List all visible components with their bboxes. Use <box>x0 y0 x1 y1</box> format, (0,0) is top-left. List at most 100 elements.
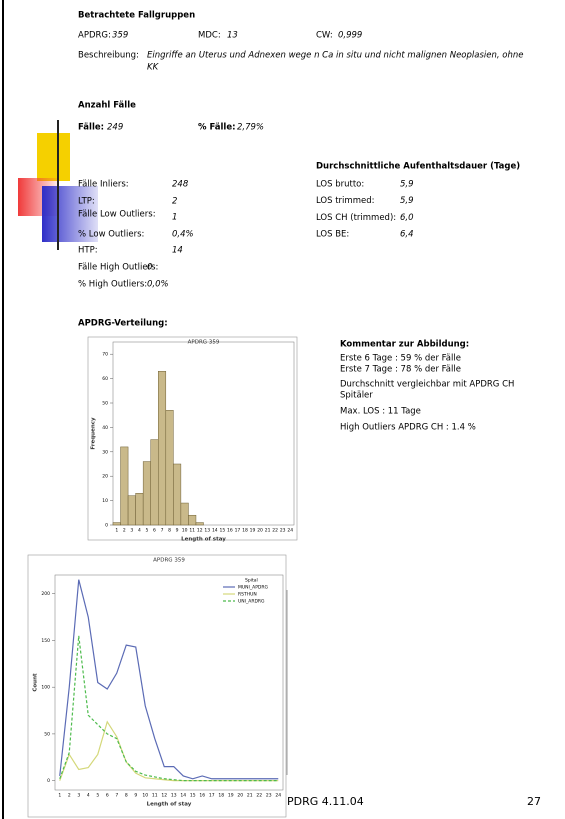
y-tick-label: 20 <box>102 474 108 480</box>
bar <box>158 371 167 526</box>
y-tick-label: 200 <box>41 591 50 597</box>
bar <box>173 463 182 526</box>
bar <box>180 502 189 526</box>
x-tick-label: 1 <box>58 793 61 799</box>
x-tick-label: 16 <box>227 528 233 534</box>
text: 6,0 <box>400 213 414 223</box>
line <box>59 720 279 782</box>
x-tick-label: 20 <box>257 528 263 534</box>
x-tick-label: 18 <box>242 528 248 534</box>
text: LOS CH (trimmed): <box>316 213 396 223</box>
text: Beschreibung: <box>78 51 139 61</box>
chart-title: APDRG 359 <box>188 340 220 346</box>
text: % Low Outliers: <box>78 230 144 240</box>
x-tick-label: 9 <box>176 528 179 534</box>
text: HTP: <box>78 246 98 256</box>
text: 27 <box>527 795 541 808</box>
text: Spitäler <box>340 391 373 401</box>
text: KK <box>147 63 160 73</box>
text: LOS trimmed: <box>316 196 374 206</box>
text: 2 <box>172 197 177 207</box>
x-tick-label: 13 <box>171 793 177 799</box>
text: Max. LOS : 11 Tage <box>340 407 421 417</box>
x-tick-label: 8 <box>168 528 171 534</box>
x-tick-label: 6 <box>106 793 109 799</box>
legend-title: Spital <box>245 578 258 584</box>
y-tick-label: 30 <box>102 449 108 455</box>
y-tick-label: 0 <box>105 523 108 529</box>
text: 359 <box>112 31 128 41</box>
x-tick-label: 2 <box>123 528 126 534</box>
x-tick-label: 3 <box>77 793 80 799</box>
y-tick-label: 0 <box>47 778 50 784</box>
x-tick-label: 6 <box>153 528 156 534</box>
y-axis-label: Count <box>33 673 39 692</box>
x-tick-label: 23 <box>266 793 272 799</box>
text: Betrachtete Fallgruppen <box>78 11 195 21</box>
chart-frame <box>87 336 298 541</box>
bar <box>188 514 197 526</box>
text: Eingriffe an Uterus und Adnexen wege n C… <box>147 51 523 61</box>
text: 6,4 <box>400 230 414 240</box>
plot-area <box>54 574 284 791</box>
x-tick-label: 10 <box>182 528 188 534</box>
text: 5,9 <box>400 180 414 190</box>
deco-yellow <box>37 133 70 181</box>
text: LOS brutto: <box>316 180 364 190</box>
text: 0,4% <box>172 230 194 240</box>
x-tick-label: 10 <box>142 793 148 799</box>
text: % High Outliers: <box>78 280 147 290</box>
y-tick-label: 100 <box>41 685 50 691</box>
bar <box>112 522 121 526</box>
text: 0 <box>147 263 152 273</box>
text: 14 <box>172 246 183 256</box>
x-tick-label: 8 <box>125 793 128 799</box>
line <box>59 635 279 782</box>
text: 0,0% <box>147 280 169 290</box>
x-tick-label: 7 <box>115 793 118 799</box>
legend-label: UNI_ARDRG <box>238 599 265 605</box>
bar <box>165 410 174 526</box>
text: APDRG-Verteilung: <box>78 319 168 329</box>
x-tick-label: 17 <box>209 793 215 799</box>
bar <box>135 493 144 526</box>
y-tick-label: 70 <box>102 352 108 358</box>
x-tick-label: 14 <box>180 793 186 799</box>
y-tick-label: 50 <box>102 401 108 407</box>
text: Anzahl Fälle <box>78 101 136 111</box>
text: 2,79% <box>237 123 264 133</box>
text: LOS BE: <box>316 230 349 240</box>
x-tick-label: 9 <box>134 793 137 799</box>
y-axis-label: Frequency <box>91 417 97 450</box>
x-tick-label: 24 <box>275 793 281 799</box>
x-tick-label: 21 <box>265 528 271 534</box>
text: 5,9 <box>400 196 414 206</box>
x-tick-label: 18 <box>218 793 224 799</box>
y-tick-label: 10 <box>102 498 108 504</box>
x-tick-label: 11 <box>152 793 158 799</box>
text: 1 <box>172 213 177 223</box>
legend-label: RSTHUN <box>238 592 257 598</box>
chart-title: APDRG 359 <box>153 558 185 564</box>
text: % Fälle: <box>198 123 236 133</box>
deco-blue <box>42 186 98 242</box>
x-tick-label: 4 <box>87 793 90 799</box>
x-tick-label: 13 <box>204 528 210 534</box>
chart-frame <box>27 554 287 818</box>
x-tick-label: 12 <box>197 528 203 534</box>
y-tick-label: 150 <box>41 638 50 644</box>
x-tick-label: 4 <box>138 528 141 534</box>
bar <box>120 446 129 526</box>
text: Erste 7 Tage : 78 % der Fälle <box>340 365 461 375</box>
text: Fälle High Outliers: <box>78 263 158 273</box>
x-tick-label: 7 <box>161 528 164 534</box>
text: MDC: <box>198 31 221 41</box>
bar <box>142 461 151 526</box>
x-tick-label: 11 <box>189 528 195 534</box>
bar <box>195 522 204 526</box>
text: High Outliers APDRG CH : 1.4 % <box>340 423 476 433</box>
text: 249 <box>107 123 123 133</box>
x-tick-label: 23 <box>280 528 286 534</box>
text: 13 <box>227 31 238 41</box>
